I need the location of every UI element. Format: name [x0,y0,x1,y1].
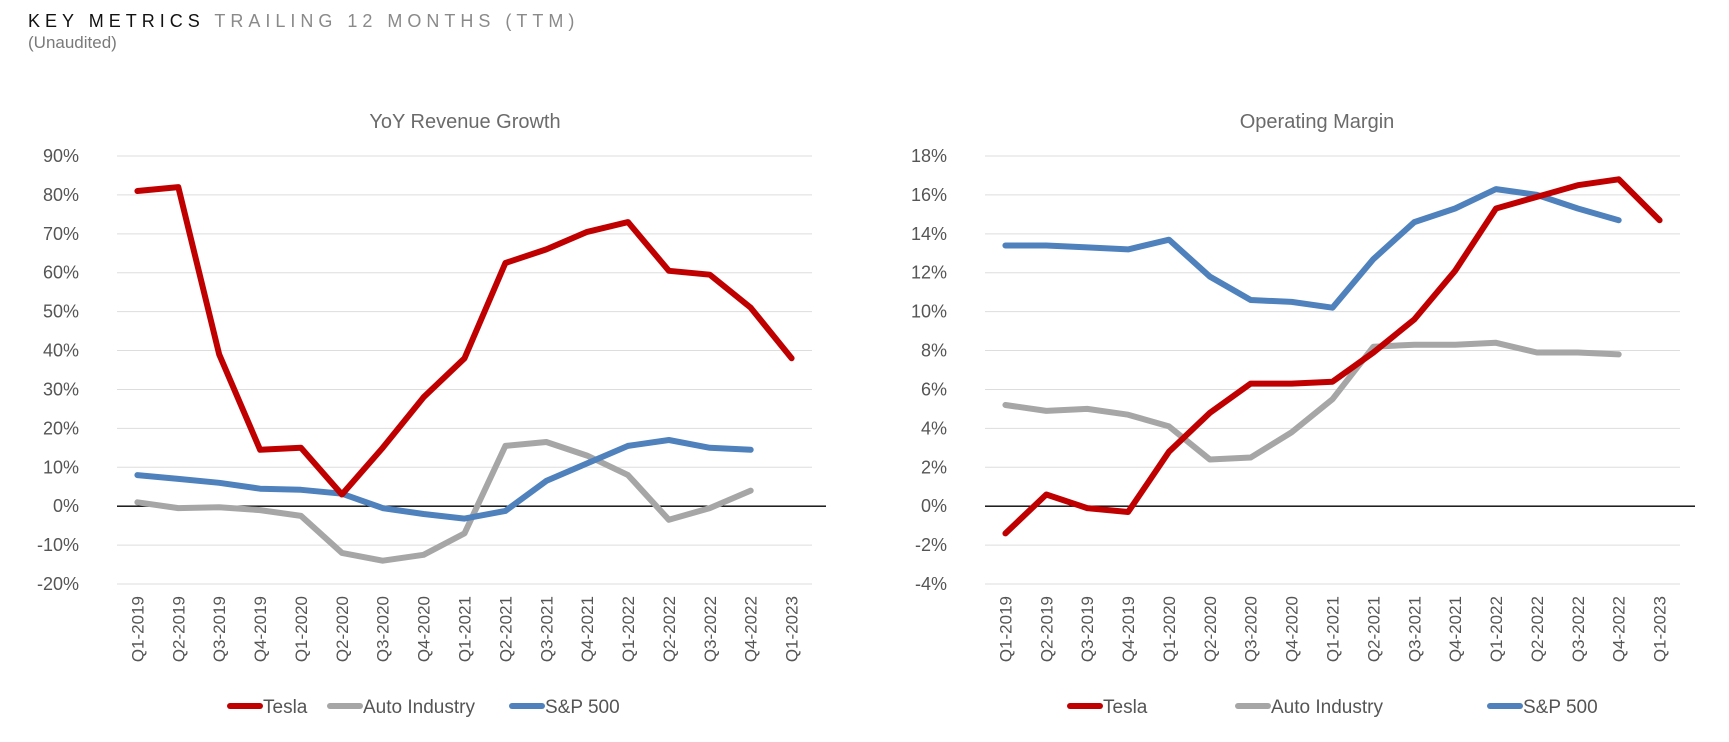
series-line-auto-industry [134,439,754,564]
y-tick-label: 4% [921,418,947,438]
x-tick-label: Q3-2019 [210,596,229,662]
x-tick-label: Q1-2022 [1487,596,1506,662]
y-tick-label: 0% [53,496,79,516]
chart-operating-margin: Operating Margin -4% -2% 0% 2% 4% 6% 8% 10% 12% 14… [911,111,1695,718]
y-tick-label: 2% [921,457,947,477]
y-tick-label: 10% [43,457,79,477]
x-tick-label: Q2-2019 [169,596,188,662]
x-tick-label: Q4-2021 [1446,596,1465,662]
y-tick-label: 20% [43,418,79,438]
x-tick-label: Q4-2022 [1610,596,1629,662]
x-tick-label: Q1-2023 [1651,596,1670,662]
series-line-tesla [1002,176,1663,537]
series-line-s-p-500 [134,437,754,522]
legend-label: Auto Industry [1271,697,1383,718]
y-tick-label: 30% [43,379,79,399]
y-tick-label: 50% [43,302,79,322]
x-tick-label: Q4-2019 [1119,596,1138,662]
y-tick-label: 90% [43,146,79,166]
x-tick-label: Q1-2020 [1160,596,1179,662]
series-line-auto-industry [1002,339,1622,463]
x-tick-label: Q2-2019 [1037,596,1056,662]
x-tick-label: Q4-2022 [742,596,761,662]
y-tick-label: -4% [915,574,947,594]
y-tick-label: 10% [911,302,947,322]
chart-yoy-revenue-growth: YoY Revenue Growth -20% -10% 0% 10% 20% 30% 40%… [37,111,826,718]
legend-label: Tesla [1103,697,1148,718]
y-tick-label: 18% [911,146,947,166]
x-tick-label: Q3-2019 [1078,596,1097,662]
title-key-metrics: KEY METRICS [28,11,205,31]
x-tick-label: Q1-2019 [128,596,147,662]
x-tick-label: Q1-2021 [1324,596,1343,662]
x-tick-label: Q3-2021 [537,596,556,662]
y-tick-label: 70% [43,224,79,244]
x-tick-label: Q3-2022 [701,596,720,662]
x-tick-label: Q4-2019 [251,596,270,662]
series-line-s-p-500 [1002,186,1622,311]
y-tick-label: 60% [43,263,79,283]
x-tick-label: Q3-2020 [1242,596,1261,662]
x-tick-label: Q2-2021 [496,596,515,662]
y-tick-label: 80% [43,185,79,205]
y-tick-label: -2% [915,535,947,555]
legend-label: Auto Industry [363,697,475,718]
title-ttm: TRAILING 12 MONTHS (TTM) [214,11,580,31]
x-tick-label: Q4-2020 [415,596,434,662]
y-tick-label: 0% [921,496,947,516]
report-header: KEY METRICS TRAILING 12 MONTHS (TTM) (Un… [28,10,579,53]
legend-label: S&P 500 [1523,697,1598,718]
y-tick-label: 14% [911,224,947,244]
x-tick-label: Q2-2022 [1528,596,1547,662]
x-tick-label: Q2-2020 [1201,596,1220,662]
y-tick-label: -10% [37,535,79,555]
y-tick-label: 16% [911,185,947,205]
y-tick-label: 6% [921,379,947,399]
x-tick-label: Q3-2021 [1405,596,1424,662]
x-tick-label: Q2-2022 [660,596,679,662]
x-tick-label: Q2-2021 [1364,596,1383,662]
x-tick-label: Q1-2023 [783,596,802,662]
chart-title: YoY Revenue Growth [369,111,560,133]
x-tick-label: Q1-2019 [996,596,1015,662]
y-tick-label: 12% [911,263,947,283]
x-tick-label: Q3-2020 [374,596,393,662]
x-tick-label: Q4-2021 [578,596,597,662]
report-subtitle: (Unaudited) [28,33,117,52]
legend-label: S&P 500 [545,697,620,718]
series-line-tesla [134,184,795,498]
y-tick-label: 8% [921,341,947,361]
y-tick-label: 40% [43,341,79,361]
x-tick-label: Q3-2022 [1569,596,1588,662]
x-tick-label: Q1-2021 [456,596,475,662]
report-title: KEY METRICS TRAILING 12 MONTHS (TTM) [28,10,579,32]
chart-title: Operating Margin [1240,111,1395,133]
x-tick-label: Q4-2020 [1283,596,1302,662]
x-tick-label: Q1-2022 [619,596,638,662]
legend-label: Tesla [263,697,308,718]
x-tick-label: Q1-2020 [292,596,311,662]
x-tick-label: Q2-2020 [333,596,352,662]
y-tick-label: -20% [37,574,79,594]
